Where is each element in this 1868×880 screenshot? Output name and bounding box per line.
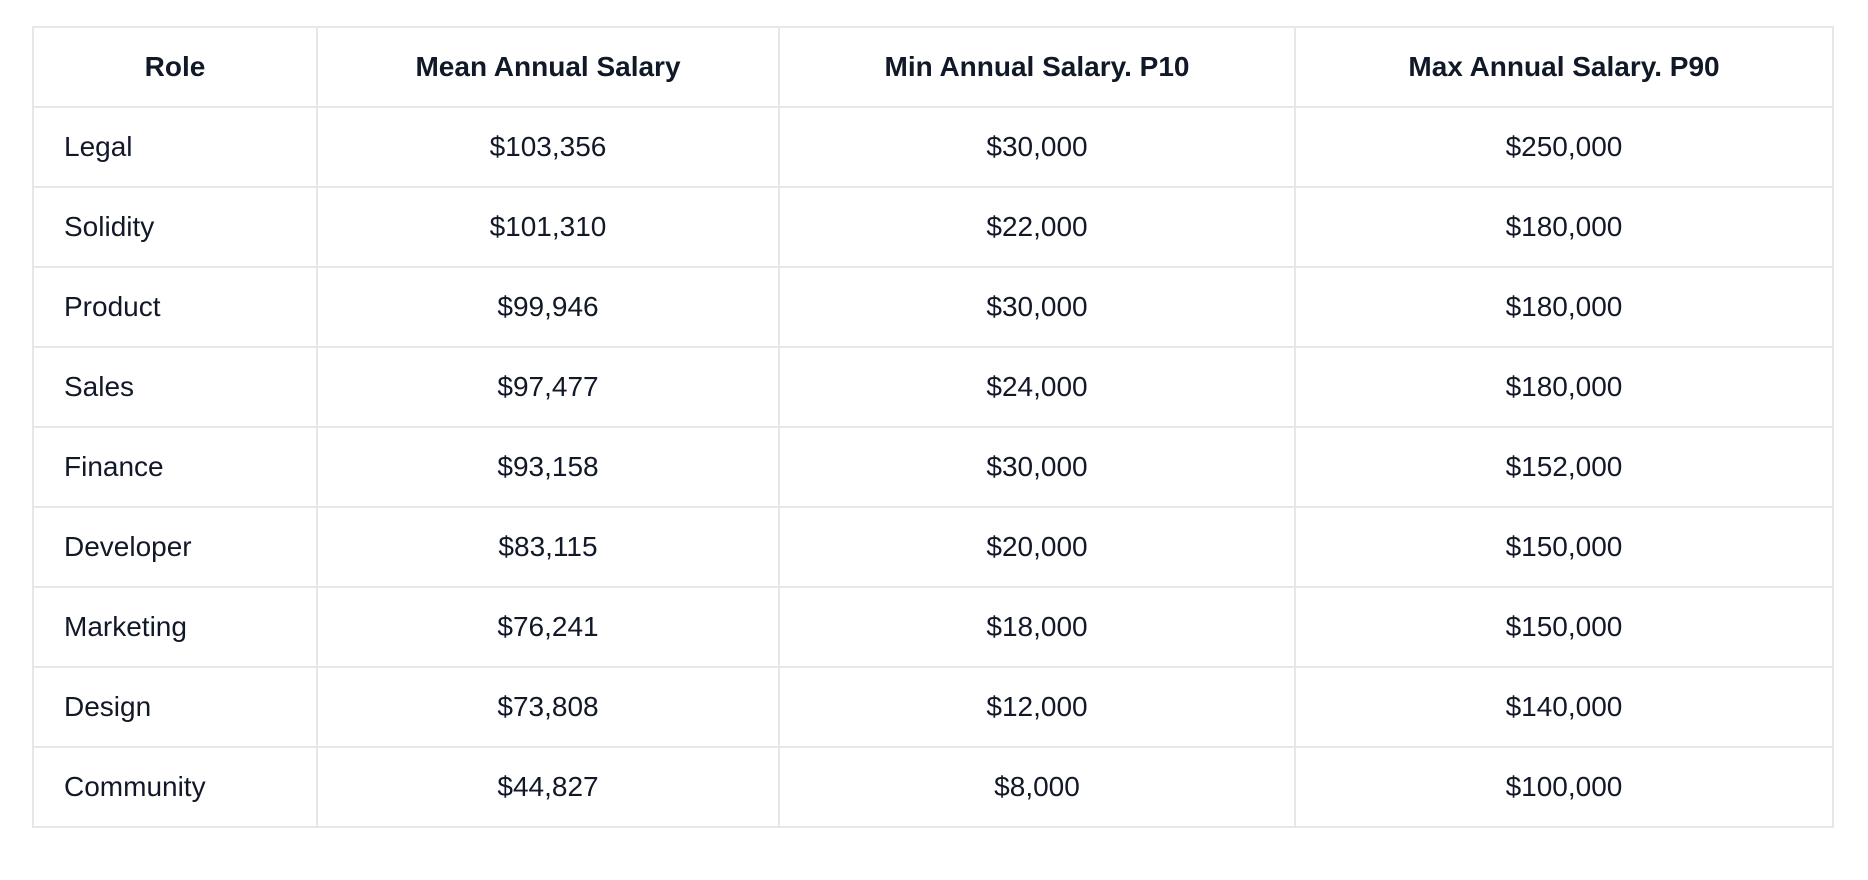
role-cell: Sales: [32, 346, 318, 428]
mean-salary-cell: $83,115: [316, 506, 780, 588]
column-header-mean-salary: Mean Annual Salary: [316, 26, 780, 108]
table-row: Sales $97,477 $24,000 $180,000: [32, 346, 1834, 428]
max-salary-cell: $140,000: [1294, 666, 1834, 748]
max-salary-cell: $100,000: [1294, 746, 1834, 828]
max-salary-cell: $180,000: [1294, 346, 1834, 428]
min-salary-cell: $8,000: [778, 746, 1296, 828]
table-header-row: Role Mean Annual Salary Min Annual Salar…: [32, 26, 1834, 108]
role-cell: Design: [32, 666, 318, 748]
min-salary-cell: $30,000: [778, 426, 1296, 508]
table-row: Community $44,827 $8,000 $100,000: [32, 746, 1834, 828]
max-salary-cell: $250,000: [1294, 106, 1834, 188]
mean-salary-cell: $44,827: [316, 746, 780, 828]
role-cell: Marketing: [32, 586, 318, 668]
table-row: Solidity $101,310 $22,000 $180,000: [32, 186, 1834, 268]
role-cell: Finance: [32, 426, 318, 508]
min-salary-cell: $24,000: [778, 346, 1296, 428]
table-row: Product $99,946 $30,000 $180,000: [32, 266, 1834, 348]
table-row: Legal $103,356 $30,000 $250,000: [32, 106, 1834, 188]
mean-salary-cell: $99,946: [316, 266, 780, 348]
mean-salary-cell: $76,241: [316, 586, 780, 668]
table-row: Design $73,808 $12,000 $140,000: [32, 666, 1834, 748]
role-cell: Legal: [32, 106, 318, 188]
column-header-role: Role: [32, 26, 318, 108]
max-salary-cell: $180,000: [1294, 186, 1834, 268]
max-salary-cell: $180,000: [1294, 266, 1834, 348]
table-row: Finance $93,158 $30,000 $152,000: [32, 426, 1834, 508]
column-header-max-salary: Max Annual Salary. P90: [1294, 26, 1834, 108]
mean-salary-cell: $97,477: [316, 346, 780, 428]
min-salary-cell: $18,000: [778, 586, 1296, 668]
min-salary-cell: $30,000: [778, 266, 1296, 348]
salary-table-container: Role Mean Annual Salary Min Annual Salar…: [32, 26, 1834, 828]
role-cell: Product: [32, 266, 318, 348]
min-salary-cell: $30,000: [778, 106, 1296, 188]
table-row: Marketing $76,241 $18,000 $150,000: [32, 586, 1834, 668]
max-salary-cell: $150,000: [1294, 586, 1834, 668]
role-cell: Solidity: [32, 186, 318, 268]
mean-salary-cell: $101,310: [316, 186, 780, 268]
mean-salary-cell: $93,158: [316, 426, 780, 508]
mean-salary-cell: $73,808: [316, 666, 780, 748]
salary-table: Role Mean Annual Salary Min Annual Salar…: [32, 26, 1834, 828]
table-row: Developer $83,115 $20,000 $150,000: [32, 506, 1834, 588]
max-salary-cell: $152,000: [1294, 426, 1834, 508]
min-salary-cell: $22,000: [778, 186, 1296, 268]
role-cell: Community: [32, 746, 318, 828]
min-salary-cell: $20,000: [778, 506, 1296, 588]
min-salary-cell: $12,000: [778, 666, 1296, 748]
role-cell: Developer: [32, 506, 318, 588]
max-salary-cell: $150,000: [1294, 506, 1834, 588]
column-header-min-salary: Min Annual Salary. P10: [778, 26, 1296, 108]
mean-salary-cell: $103,356: [316, 106, 780, 188]
